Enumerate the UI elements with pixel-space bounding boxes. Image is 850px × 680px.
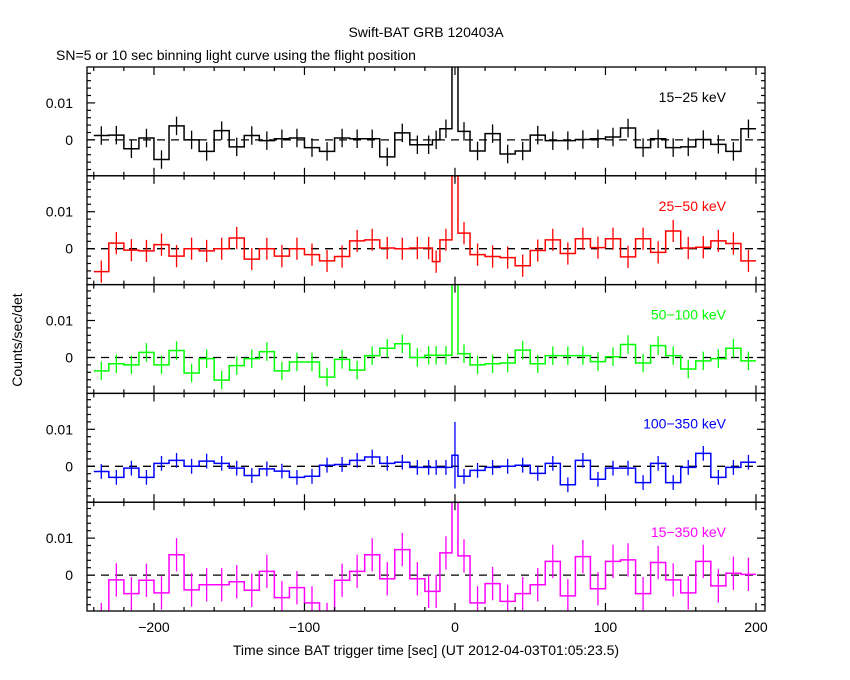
x-tick-label: −200 xyxy=(138,619,170,635)
panel-frame xyxy=(86,392,766,503)
y-tick-label: 0 xyxy=(65,350,73,366)
step-line xyxy=(93,284,756,381)
y-tick-label: 0 xyxy=(65,241,73,257)
y-tick-label: 0.01 xyxy=(46,95,73,111)
x-tick-label: 200 xyxy=(744,619,768,635)
series-1 xyxy=(93,67,756,169)
band-label: 25−50 keV xyxy=(659,198,727,214)
series-3 xyxy=(93,284,756,390)
x-tick-label: 0 xyxy=(451,619,459,635)
panel-1: 0 0.01 15−25 keV xyxy=(46,66,766,177)
step-line xyxy=(93,452,756,486)
y-tick-label: 0 xyxy=(65,458,73,474)
step-line xyxy=(108,502,756,612)
panel-frame xyxy=(86,283,766,395)
panel-4: 0 0.01 100−350 keV xyxy=(46,392,766,503)
panel-frame xyxy=(86,175,766,286)
chart-subtitle: SN=5 or 10 sec binning light curve using… xyxy=(56,47,416,63)
band-label: 15−25 keV xyxy=(659,89,727,105)
series-5 xyxy=(100,502,756,612)
y-tick-label: 0.01 xyxy=(46,421,73,437)
band-label: 15−350 keV xyxy=(651,524,727,540)
panel-3: 0 0.01 50−100 keV xyxy=(46,283,766,395)
step-line xyxy=(93,175,756,273)
x-axis-label: Time since BAT trigger time [sec] (UT 20… xyxy=(233,642,619,658)
panel-frame xyxy=(86,66,766,177)
y-tick-label: 0.01 xyxy=(46,312,73,328)
panel-frame xyxy=(86,501,766,612)
y-tick-label: 0 xyxy=(65,132,73,148)
band-label: 100−350 keV xyxy=(643,415,727,431)
x-tick-label: 100 xyxy=(594,619,618,635)
y-tick-label: 0 xyxy=(65,567,73,583)
series-4 xyxy=(93,421,756,493)
step-line xyxy=(93,67,756,161)
panel-5: 0 0.01 15−350 keV xyxy=(46,501,766,612)
band-label: 50−100 keV xyxy=(651,307,727,323)
y-tick-label: 0.01 xyxy=(46,204,73,220)
x-tick-label: −100 xyxy=(289,619,321,635)
chart-title: Swift-BAT GRB 120403A xyxy=(348,24,504,40)
series-2 xyxy=(93,175,756,283)
y-axis-label: Counts/sec/det xyxy=(9,293,25,386)
y-tick-label: 0.01 xyxy=(46,530,73,546)
